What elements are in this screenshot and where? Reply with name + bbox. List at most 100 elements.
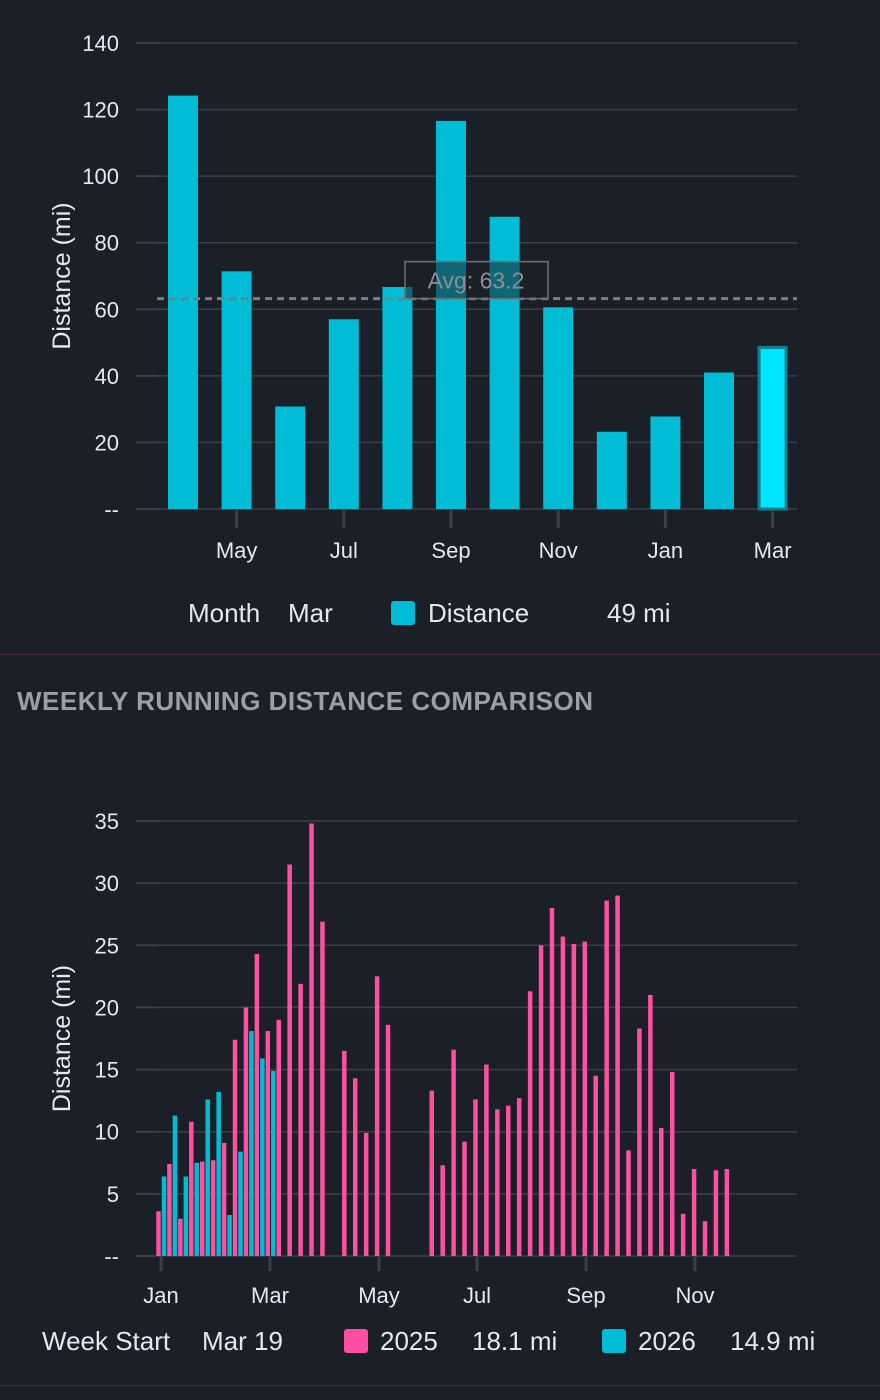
bar-2025 (440, 1165, 445, 1256)
bar-2025 (724, 1169, 730, 1256)
y-tick-label: -- (104, 1244, 119, 1269)
legend-2026-label: 2026 (638, 1326, 696, 1356)
bar-2025 (713, 1170, 719, 1256)
weekly-distance-panel: WEEKLY RUNNING DISTANCE COMPARISON -- 5 10… (0, 655, 880, 1385)
y-tick-label: 40 (95, 364, 119, 389)
bar (436, 120, 466, 509)
section-divider (0, 654, 880, 655)
bar-2025 (221, 1142, 227, 1256)
y-axis-label: Distance (mi) (48, 965, 76, 1112)
x-tick-label: Jul (330, 538, 358, 563)
bar-2025 (167, 1164, 172, 1256)
legend-series-value: 49 mi (607, 598, 671, 628)
legend-x-value: Mar 19 (202, 1326, 283, 1356)
bar (328, 319, 359, 509)
bar-2025 (189, 1121, 194, 1256)
x-tick-label: Jul (463, 1283, 491, 1308)
bar-2025 (287, 864, 292, 1256)
x-tick-label: Mar (754, 538, 792, 563)
y-tick-label: 20 (95, 995, 119, 1020)
bar-2026 (271, 1070, 276, 1256)
bar-2025 (352, 1078, 358, 1256)
bar (275, 406, 306, 509)
bar-2025 (571, 944, 577, 1256)
bar-2025 (702, 1221, 708, 1256)
bar-2025 (429, 1090, 434, 1256)
y-tick-label: 35 (95, 809, 119, 834)
bar (650, 416, 681, 509)
y-axis-label: Distance (mi) (48, 202, 76, 349)
y-tick-label: 140 (82, 31, 119, 56)
bar-2025 (276, 1019, 281, 1256)
bar-2026 (216, 1091, 221, 1256)
bar-2026 (249, 1031, 254, 1256)
x-tick-label: Jan (648, 538, 683, 563)
bar-2025 (243, 1007, 249, 1256)
bar (704, 372, 734, 509)
bar-2025 (254, 953, 260, 1256)
section-title: WEEKLY RUNNING DISTANCE COMPARISON (17, 686, 594, 716)
bar-2025 (210, 1160, 216, 1256)
x-tick-label: Nov (539, 538, 578, 563)
series-2026-swatch (602, 1329, 626, 1353)
bar-2025 (549, 908, 555, 1256)
bar-2025 (309, 823, 314, 1256)
bar-2025 (462, 1141, 467, 1256)
bar-2025 (484, 1064, 489, 1256)
x-tick-label: Sep (566, 1283, 605, 1308)
bar-2025 (506, 1105, 511, 1256)
y-tick-label: -- (104, 497, 119, 522)
bar (489, 216, 520, 509)
bar-2025 (385, 1024, 391, 1256)
legend-x-label: Week Start (42, 1326, 171, 1356)
x-tick-label: Sep (431, 538, 470, 563)
bar-2025 (626, 1150, 631, 1256)
bar-2026 (238, 1151, 243, 1256)
bar-2025 (374, 976, 380, 1256)
y-tick-label: 120 (82, 98, 119, 123)
bar-2026 (194, 1162, 200, 1256)
bar-2026 (227, 1214, 232, 1256)
bar-2025 (199, 1161, 205, 1256)
average-label: Avg: 63.2 (428, 268, 525, 294)
bar (221, 271, 252, 509)
bar-2026 (183, 1176, 189, 1256)
bar (382, 286, 413, 509)
y-tick-label: 5 (107, 1182, 119, 1207)
y-tick-label: 20 (95, 430, 119, 455)
monthly-distance-panel: -- 20 40 60 80 100 120 140 Distance (mi) May Jul Se… (0, 0, 880, 654)
bar-2025 (680, 1213, 686, 1256)
x-tick-label: Nov (675, 1283, 714, 1308)
legend-series-label: Distance (428, 598, 530, 628)
y-tick-label: 30 (95, 871, 119, 896)
bar-2025 (320, 921, 325, 1256)
average-label-box (404, 260, 549, 300)
bar-2025 (298, 983, 303, 1256)
bar-2025 (604, 900, 609, 1256)
x-tick-label: May (216, 538, 258, 563)
section-divider (0, 1385, 880, 1386)
y-tick-label: 80 (95, 231, 119, 256)
bar-2025 (659, 1127, 664, 1256)
bar (543, 307, 574, 509)
bar-2025 (669, 1072, 675, 1256)
bar (168, 95, 198, 509)
bar-2025 (691, 1169, 697, 1256)
bar-2025 (637, 1028, 642, 1256)
bar-2025 (451, 1049, 456, 1256)
bar-2025 (538, 945, 544, 1256)
bar-2025 (232, 1039, 238, 1256)
x-tick-label: May (358, 1283, 400, 1308)
bar-2025 (593, 1075, 598, 1256)
bar-2026 (172, 1115, 178, 1256)
monthly-distance-chart: -- 20 40 60 80 100 120 140 Distance (mi) May Jul Se… (48, 31, 797, 563)
distance-swatch (391, 601, 415, 625)
weekly-distance-chart: -- 5 10 15 20 25 30 35 Distance (mi) Jan Mar May Jul… (48, 809, 797, 1308)
bar-2026 (260, 1058, 265, 1256)
bar-2025 (527, 991, 533, 1256)
legend-x-value: Mar (288, 598, 333, 628)
bar-2025 (648, 995, 653, 1256)
bar-2025 (363, 1132, 369, 1256)
legend-2025-value: 18.1 mi (472, 1326, 558, 1356)
y-tick-label: 60 (95, 297, 119, 322)
